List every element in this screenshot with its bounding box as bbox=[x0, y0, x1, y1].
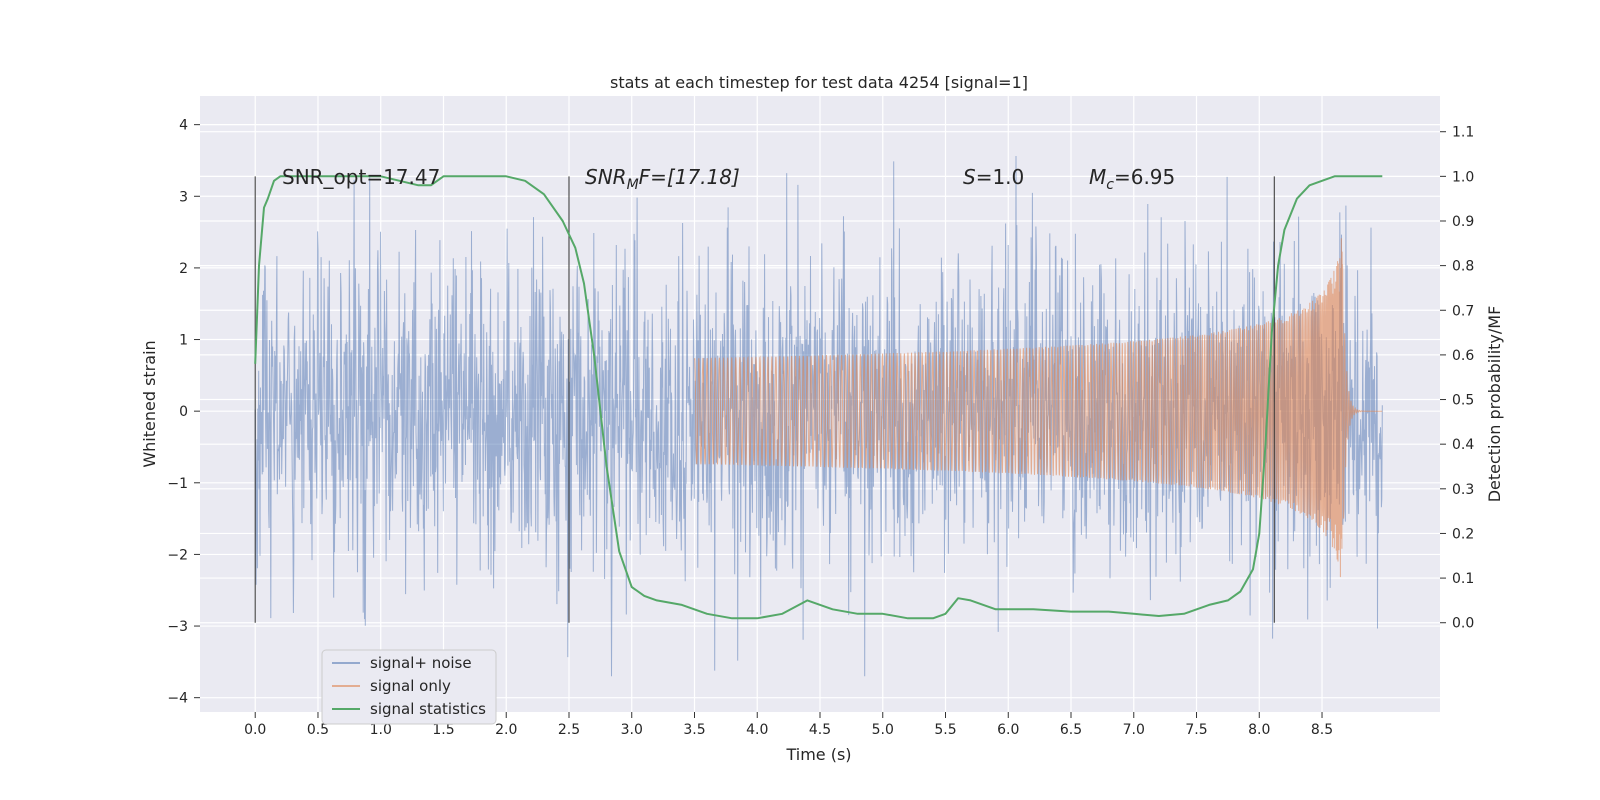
y-tick-label: −2 bbox=[167, 547, 188, 563]
legend: signal+ noise signal only signal statist… bbox=[321, 649, 497, 725]
y-right-tick-label: 1.1 bbox=[1452, 125, 1474, 141]
annotation-snr-opt: SNR_opt=17.47 bbox=[282, 165, 440, 189]
annotation-snr-mf: SNRMF=[17.18] bbox=[585, 165, 740, 193]
y-tick-label: −3 bbox=[167, 619, 188, 635]
y-tick-label: −4 bbox=[167, 691, 188, 707]
x-ticks: 0.0 0.5 1.0 1.5 2.0 2.5 3.0 3.5 4.0 4.5 5.0 5.5 6.0 6… bbox=[244, 712, 1333, 738]
x-tick-label: 5.0 bbox=[872, 722, 894, 738]
legend-label-noise: signal+ noise bbox=[370, 654, 472, 672]
chart-title: stats at each timestep for test data 425… bbox=[610, 73, 1028, 92]
y-right-tick-label: 0.2 bbox=[1452, 526, 1474, 542]
y-right-tick-label: 0.7 bbox=[1452, 303, 1474, 319]
x-tick-label: 5.5 bbox=[934, 722, 956, 738]
x-tick-label: 1.0 bbox=[370, 722, 392, 738]
y-axis-label: Whitened strain bbox=[140, 340, 159, 467]
x-tick-label: 6.0 bbox=[997, 722, 1019, 738]
annotation-s: S=1.0 bbox=[963, 165, 1024, 189]
signal-only-series bbox=[694, 238, 1383, 578]
y-right-tick-label: 0.6 bbox=[1452, 348, 1474, 364]
legend-label-signal: signal only bbox=[370, 677, 451, 695]
y-tick-label: 3 bbox=[179, 189, 188, 205]
legend-box bbox=[321, 649, 497, 725]
legend-label-stats: signal statistics bbox=[370, 700, 486, 718]
y-ticks-right: 0.0 0.1 0.2 0.3 0.4 0.5 0.6 0.7 0.8 0.9 1.0 1.1 bbox=[1440, 125, 1474, 632]
annotation-mc: Mc=6.95 bbox=[1089, 165, 1175, 193]
x-tick-label: 0.0 bbox=[244, 722, 266, 738]
x-tick-label: 4.0 bbox=[746, 722, 768, 738]
x-axis-label: Time (s) bbox=[785, 745, 851, 764]
x-tick-label: 3.0 bbox=[621, 722, 643, 738]
x-tick-label: 6.5 bbox=[1060, 722, 1082, 738]
y-axis-label-right: Detection probability/MF bbox=[1485, 306, 1504, 503]
x-tick-label: 2.0 bbox=[495, 722, 517, 738]
y-right-tick-label: 0.3 bbox=[1452, 482, 1474, 498]
y-right-tick-label: 0.4 bbox=[1452, 437, 1474, 453]
y-tick-label: 4 bbox=[179, 118, 188, 134]
y-right-tick-label: 0.8 bbox=[1452, 259, 1474, 275]
y-ticks-left: −4 −3 −2 −1 0 1 2 3 4 bbox=[167, 118, 200, 707]
signal-statistics-series bbox=[254, 175, 1383, 620]
y-right-tick-label: 0.0 bbox=[1452, 616, 1474, 632]
y-tick-label: −1 bbox=[167, 476, 188, 492]
y-right-tick-label: 0.9 bbox=[1452, 214, 1474, 230]
x-tick-label: 8.5 bbox=[1311, 722, 1333, 738]
x-tick-label: 3.5 bbox=[683, 722, 705, 738]
x-tick-label: 0.5 bbox=[307, 722, 329, 738]
x-tick-label: 2.5 bbox=[558, 722, 580, 738]
y-right-tick-label: 1.0 bbox=[1452, 169, 1474, 185]
signal-statistics-line bbox=[254, 175, 1383, 620]
y-tick-label: 2 bbox=[179, 261, 188, 277]
y-right-tick-label: 0.1 bbox=[1452, 571, 1474, 587]
x-tick-label: 7.5 bbox=[1185, 722, 1207, 738]
x-tick-label: 1.5 bbox=[432, 722, 454, 738]
x-tick-label: 4.5 bbox=[809, 722, 831, 738]
signal-only-trace bbox=[694, 238, 1383, 578]
y-tick-label: 0 bbox=[179, 404, 188, 420]
x-tick-label: 7.0 bbox=[1123, 722, 1145, 738]
y-tick-label: 1 bbox=[179, 333, 188, 349]
y-right-tick-label: 0.5 bbox=[1452, 393, 1474, 409]
vertical-markers bbox=[254, 176, 1275, 623]
x-tick-label: 8.0 bbox=[1248, 722, 1270, 738]
